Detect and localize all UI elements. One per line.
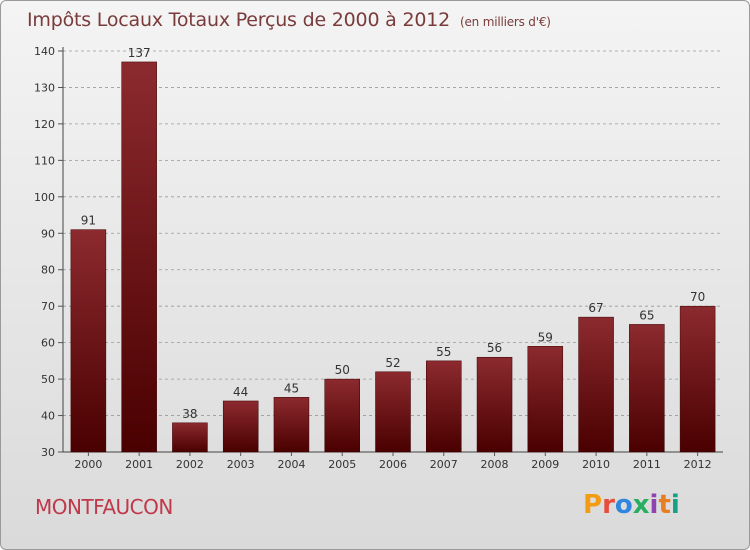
logo-letter: r	[602, 490, 615, 520]
bar	[629, 324, 665, 453]
bar	[527, 346, 564, 453]
x-tick-label: 2002	[176, 458, 204, 471]
x-tick-label: 2011	[633, 458, 661, 471]
x-tick-label: 2008	[481, 458, 509, 471]
y-tick-label: 40	[41, 410, 55, 423]
place-name: MONTFAUCON	[35, 495, 173, 519]
y-tick-label: 110	[34, 154, 55, 167]
data-label: 91	[81, 214, 96, 228]
y-tick-label: 60	[41, 337, 55, 350]
x-tick-label: 2009	[531, 458, 559, 471]
bar	[70, 229, 107, 453]
data-label: 50	[335, 363, 350, 377]
data-label: 45	[284, 381, 299, 395]
y-tick-label: 80	[41, 264, 55, 277]
data-label: 56	[487, 341, 502, 355]
bar	[172, 422, 208, 453]
y-tick-label: 50	[41, 373, 55, 386]
x-tick-label: 2005	[328, 458, 356, 471]
bar	[578, 316, 614, 453]
x-tick-label: 2004	[277, 458, 305, 471]
y-tick-label: 90	[41, 227, 55, 240]
bar	[375, 371, 411, 453]
logo-letter: i	[670, 490, 680, 520]
x-tick-label: 2007	[430, 458, 458, 471]
chart-unit: (en milliers d'€)	[460, 15, 551, 29]
proxiti-logo: Proxiti	[583, 490, 680, 520]
bar	[121, 61, 157, 453]
data-label: 38	[182, 407, 197, 421]
bar	[273, 397, 310, 453]
y-tick-label: 30	[41, 446, 55, 459]
x-tick-label: 2001	[125, 458, 153, 471]
x-tick-label: 2010	[582, 458, 610, 471]
bar	[679, 305, 716, 453]
y-tick-label: 120	[34, 118, 55, 131]
data-label: 52	[385, 356, 400, 370]
chart-title-text: Impôts Locaux Totaux Perçus de 2000 à 20…	[27, 9, 451, 31]
data-label: 70	[690, 290, 705, 304]
x-tick-label: 2000	[74, 458, 102, 471]
bar	[476, 356, 513, 453]
data-label: 55	[436, 345, 451, 359]
data-label: 67	[588, 301, 603, 315]
y-tick-label: 140	[34, 45, 55, 58]
y-tick-label: 130	[34, 81, 55, 94]
chart-title: Impôts Locaux Totaux Perçus de 2000 à 20…	[27, 9, 551, 31]
data-label: 65	[639, 308, 654, 322]
logo-letter: x	[632, 490, 650, 520]
data-label: 44	[233, 385, 248, 399]
data-label: 59	[538, 330, 553, 344]
logo-letter: i	[649, 490, 659, 520]
logo-letter: P	[583, 490, 603, 520]
x-tick-label: 2006	[379, 458, 407, 471]
bar	[324, 378, 360, 453]
logo-letter: t	[658, 490, 671, 520]
y-tick-label: 70	[41, 300, 55, 313]
bar	[222, 400, 259, 453]
bar	[426, 360, 462, 453]
data-label: 137	[128, 46, 151, 60]
x-tick-label: 2003	[227, 458, 255, 471]
x-tick-label: 2012	[684, 458, 712, 471]
y-tick-label: 100	[34, 191, 55, 204]
logo-letter: o	[614, 490, 633, 520]
